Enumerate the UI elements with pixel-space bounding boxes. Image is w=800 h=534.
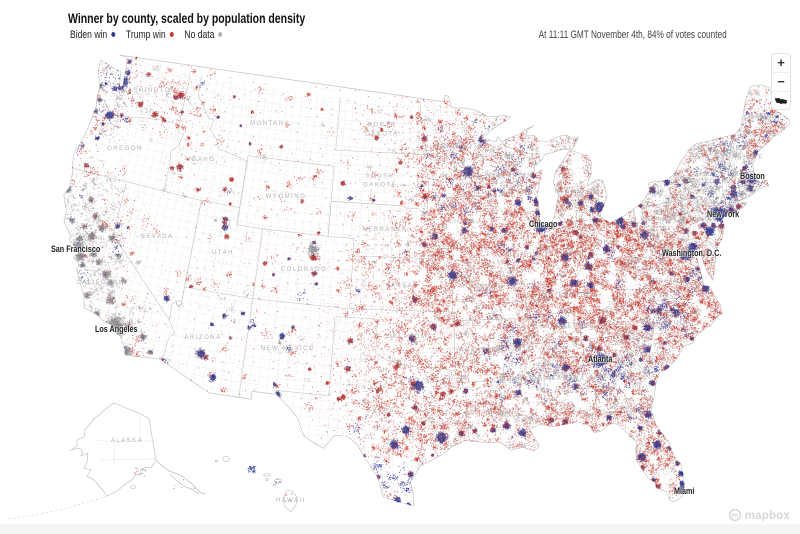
svg-text:m: m <box>732 511 739 520</box>
